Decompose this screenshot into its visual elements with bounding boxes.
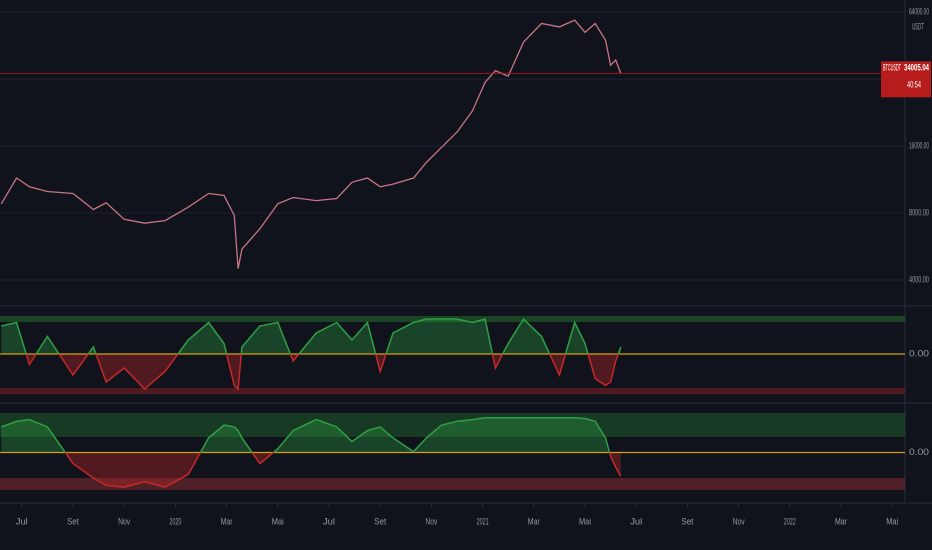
y-tick-label: 16000.00: [909, 141, 929, 151]
x-tick-label: Nov: [733, 516, 745, 526]
y-tick-label: 8000.00: [909, 207, 929, 217]
symbol-label: BTCUSDT: [883, 63, 901, 73]
last-price-label-box: [881, 61, 931, 98]
last-price-label: 34005.04: [904, 63, 929, 73]
countdown-label: 40:54: [907, 80, 921, 90]
x-tick-label: Mar: [528, 516, 540, 526]
x-tick-label: Mar: [835, 516, 847, 526]
y-tick-label: 64000.00: [909, 7, 929, 17]
oscillator-line: [1, 417, 622, 489]
y-tick-label: 4000.00: [909, 274, 929, 284]
x-tick-label: 2020: [169, 516, 181, 526]
x-tick-label: Nov: [118, 516, 130, 526]
x-tick-label: Mai: [886, 516, 898, 526]
y-tick-label: 0.00: [909, 348, 929, 358]
x-tick-label: Jul: [630, 516, 642, 526]
price-line: [0, 19, 622, 269]
x-tick-label: Mai: [272, 516, 284, 526]
oversold-band: [0, 478, 905, 490]
x-tick-label: Set: [67, 516, 79, 526]
x-tick-label: Set: [681, 516, 693, 526]
x-tick-label: 2021: [477, 516, 489, 526]
x-tick-label: Jul: [16, 516, 28, 526]
oscillator-line: [1, 317, 622, 391]
x-tick-label: 2022: [784, 516, 796, 526]
x-tick-label: Mar: [221, 516, 233, 526]
currency-label: USDT: [912, 21, 924, 31]
x-tick-label: Mai: [579, 516, 591, 526]
y-tick-label: 0.00: [909, 447, 929, 457]
x-tick-label: Jul: [323, 516, 335, 526]
oversold-band: [0, 388, 905, 394]
x-tick-label: Nov: [425, 516, 437, 526]
x-tick-label: Set: [374, 516, 386, 526]
